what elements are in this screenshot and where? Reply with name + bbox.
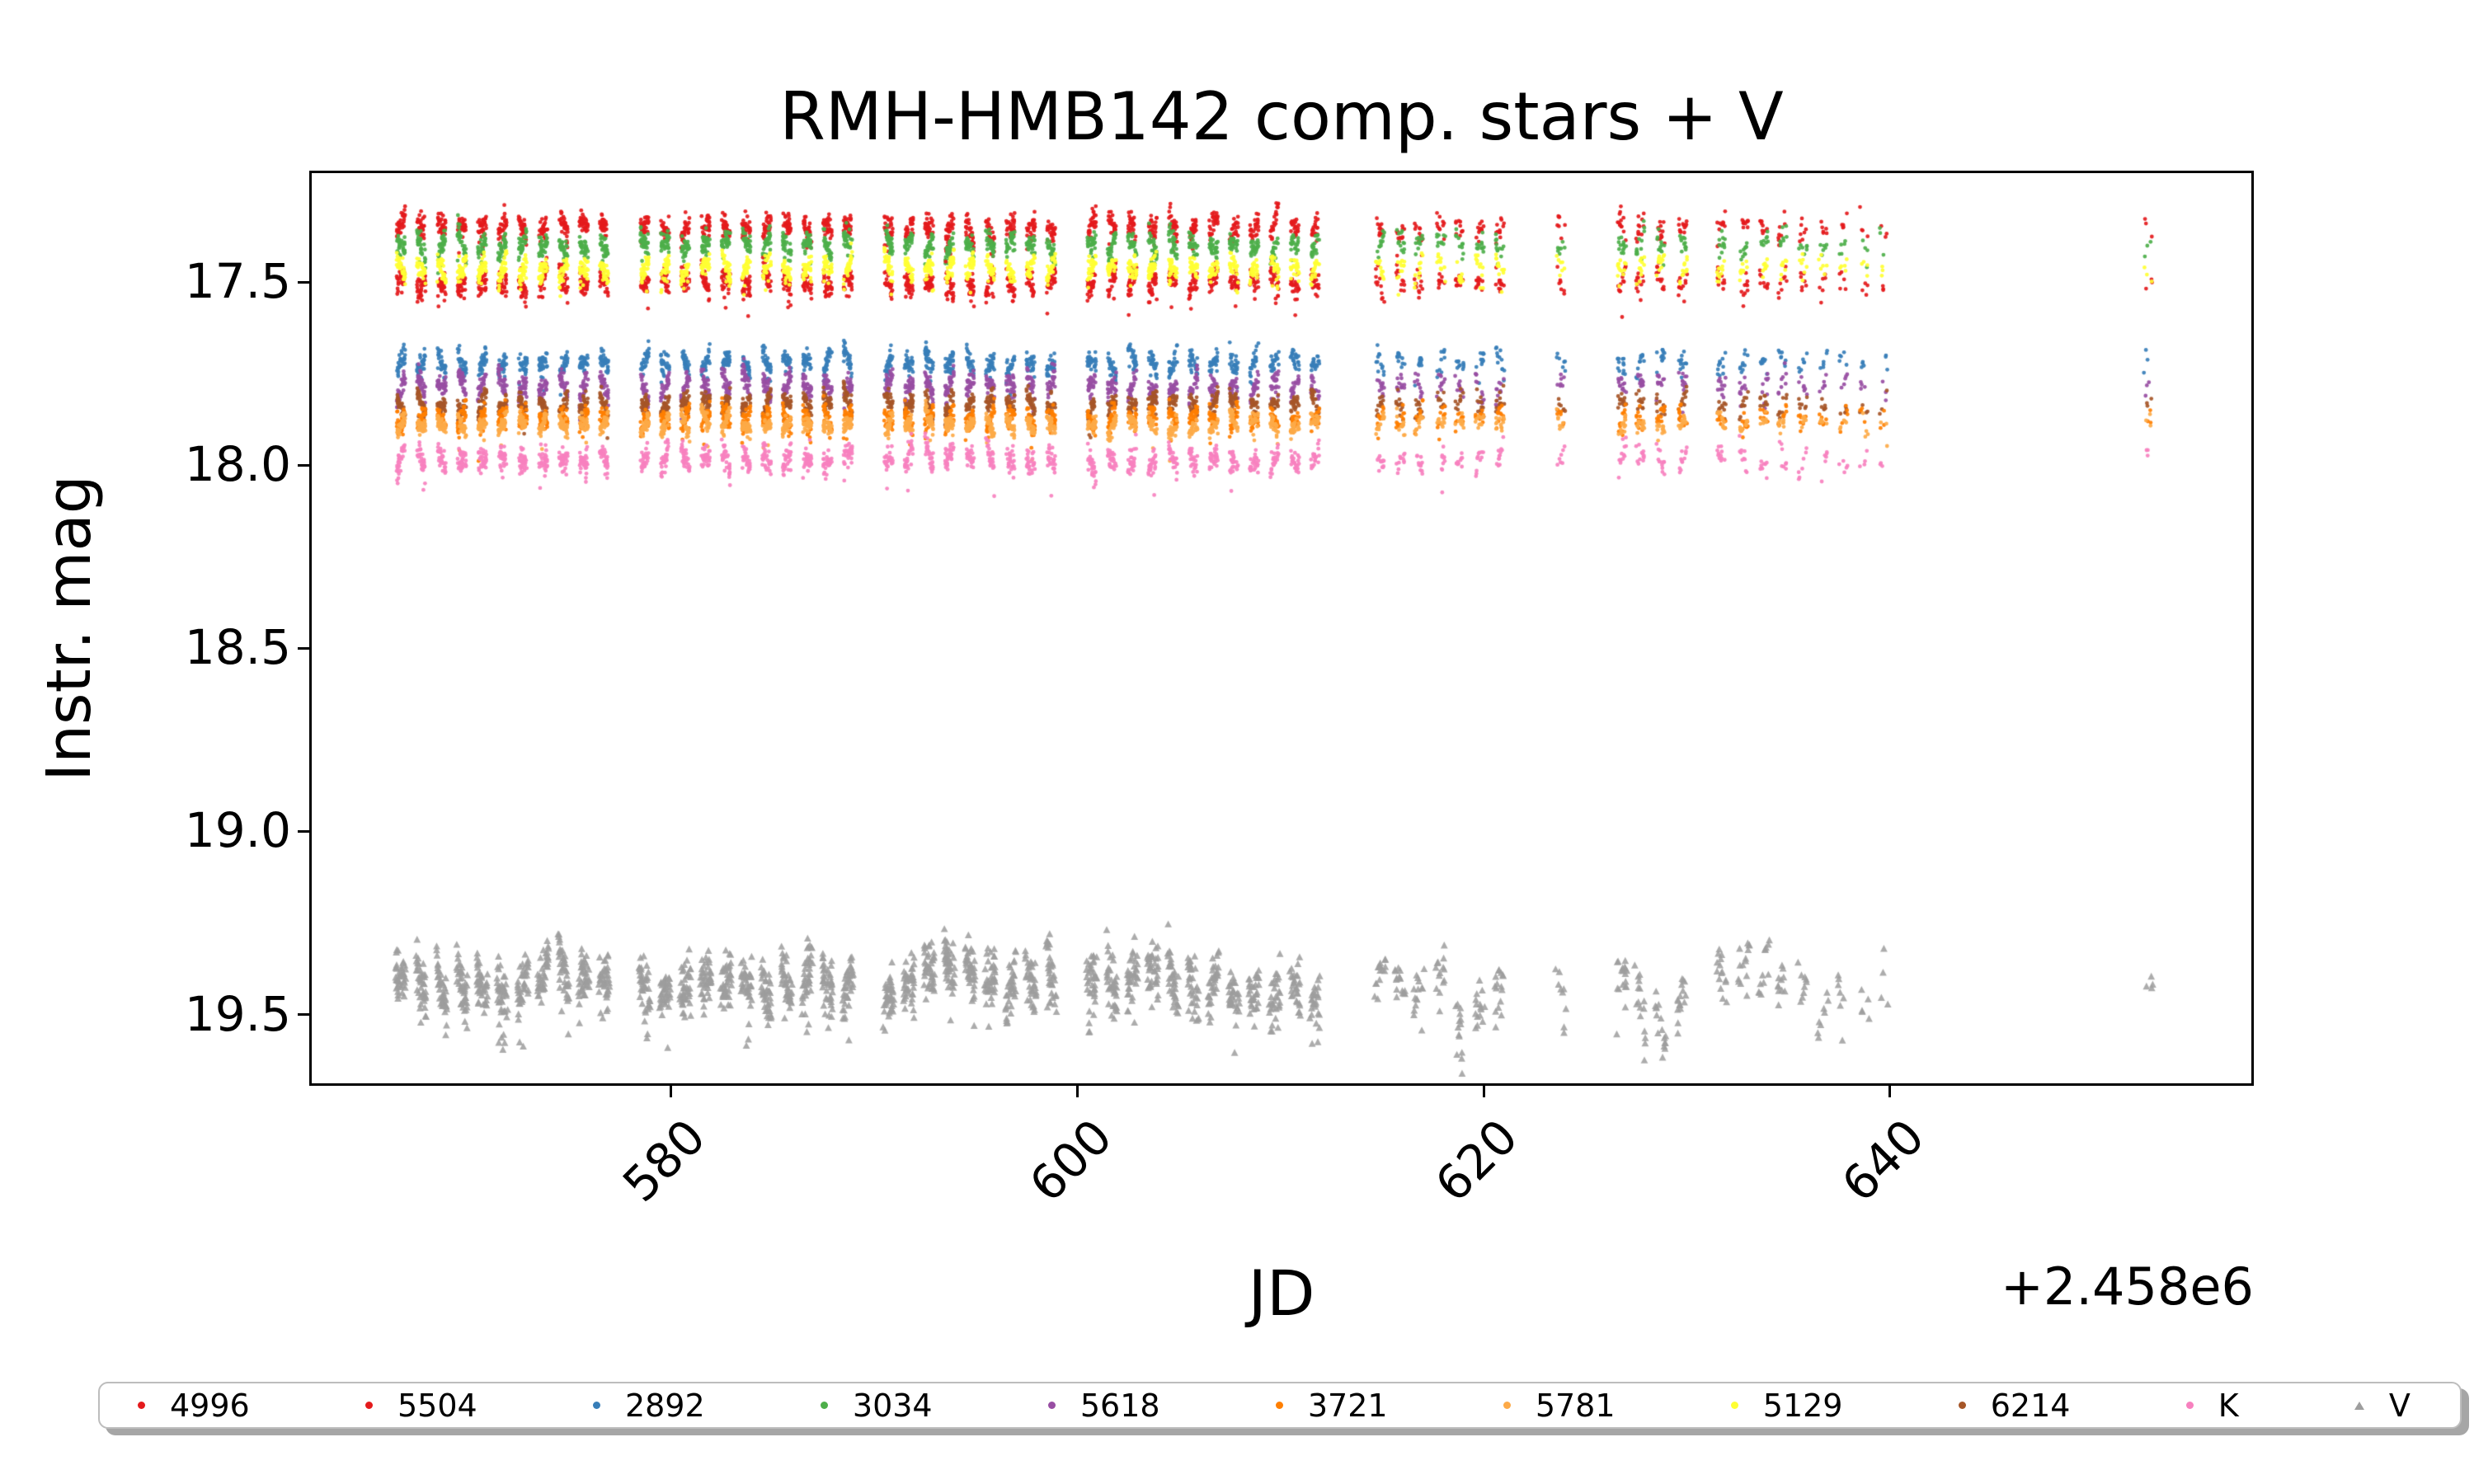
- x-tick-mark: [1888, 1086, 1892, 1097]
- legend-item-6214: 6214: [1958, 1387, 2071, 1424]
- legend-item-3721: 3721: [1275, 1387, 1388, 1424]
- y-tick-label: 17.5: [184, 253, 291, 310]
- chart-title: RMH-HMB142 comp. stars + V: [779, 78, 1784, 155]
- x-axis-label: JD: [1248, 1256, 1315, 1330]
- dot-marker-icon: [1047, 1402, 1056, 1409]
- dot-marker-icon: [365, 1402, 373, 1409]
- y-tick-label: 19.0: [184, 802, 291, 859]
- legend-label: 6214: [1990, 1387, 2071, 1424]
- legend-item-4996: 4996: [138, 1388, 250, 1424]
- legend-label: 5129: [1762, 1387, 1843, 1424]
- y-tick-label: 19.5: [184, 985, 291, 1042]
- plot-canvas: [312, 173, 2251, 1083]
- legend-label: 5618: [1079, 1387, 1160, 1424]
- legend-item-3034: 3034: [820, 1387, 933, 1424]
- legend-item-5129: 5129: [1730, 1387, 1843, 1424]
- y-tick-label: 18.0: [184, 436, 291, 493]
- legend: 4996 5504 2892 3034 5618 3721 5781 5129 6214 K V: [98, 1382, 2462, 1429]
- legend-label: 3721: [1307, 1387, 1388, 1424]
- y-tick-mark: [298, 463, 309, 467]
- legend-label: 4996: [170, 1387, 250, 1424]
- legend-label: 3034: [852, 1387, 933, 1424]
- triangle-marker-icon: [2354, 1401, 2364, 1410]
- legend-item-K: K: [2185, 1387, 2239, 1424]
- axis-offset-label: +2.458e6: [2000, 1256, 2254, 1317]
- legend-label: 5781: [1535, 1387, 1616, 1424]
- y-tick-mark: [298, 646, 309, 650]
- y-tick-mark: [298, 280, 309, 284]
- dot-marker-icon: [138, 1402, 145, 1409]
- legend-label: 5504: [397, 1387, 477, 1424]
- legend-item-5504: 5504: [365, 1388, 477, 1424]
- legend-label: 2892: [624, 1387, 705, 1424]
- legend-label: K: [2218, 1387, 2239, 1424]
- y-tick-mark: [298, 829, 309, 833]
- y-tick-mark: [298, 1013, 309, 1016]
- dot-marker-icon: [2185, 1402, 2194, 1409]
- dot-marker-icon: [1730, 1402, 1738, 1409]
- y-axis-label: Instr. mag: [34, 475, 105, 782]
- dot-marker-icon: [820, 1402, 828, 1409]
- legend-item-2892: 2892: [592, 1387, 705, 1424]
- y-tick-label: 18.5: [184, 619, 291, 676]
- legend-label: V: [2388, 1387, 2411, 1424]
- dot-marker-icon: [1503, 1402, 1511, 1409]
- legend-item-5781: 5781: [1503, 1388, 1616, 1424]
- dot-marker-icon: [592, 1402, 600, 1409]
- legend-item-V: V: [2354, 1388, 2411, 1424]
- x-tick-mark: [1076, 1086, 1079, 1097]
- x-tick-mark: [670, 1086, 673, 1097]
- dot-marker-icon: [1275, 1402, 1283, 1409]
- x-tick-mark: [1482, 1086, 1485, 1097]
- dot-marker-icon: [1958, 1402, 1966, 1409]
- legend-item-5618: 5618: [1047, 1387, 1160, 1424]
